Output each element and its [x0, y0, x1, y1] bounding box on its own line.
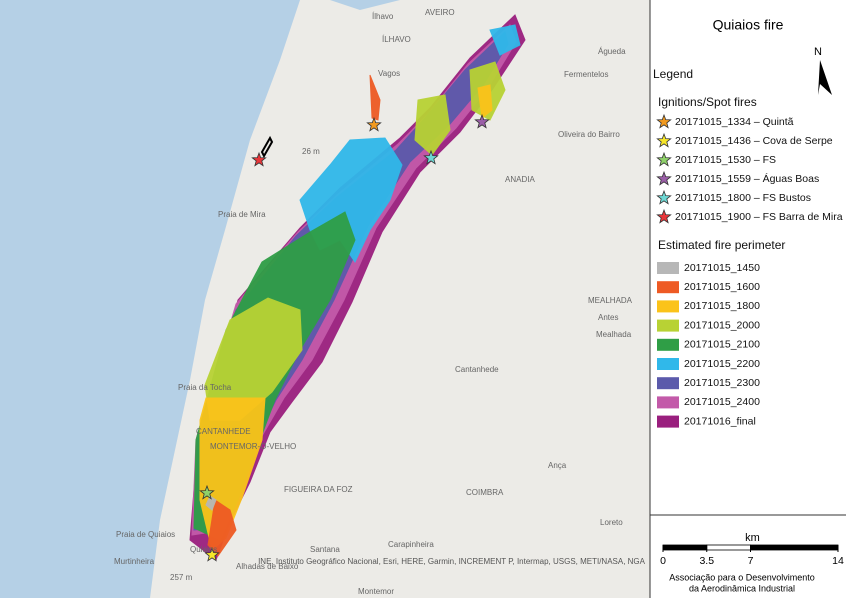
place-label: Quiaios: [190, 545, 217, 554]
north-label: N: [814, 46, 822, 58]
map-title: Quiaios fire: [713, 17, 784, 33]
scale-segment: [662, 544, 708, 551]
fire-perimeter: [414, 94, 451, 156]
fire-perimeter: [477, 84, 493, 119]
place-label: Praia da Tocha: [178, 383, 232, 392]
legend-label: 20171015_1800 – FS Bustos: [675, 192, 811, 204]
place-label: Carapinheira: [388, 540, 434, 549]
fire-perimeter: [369, 74, 381, 121]
ignition-star: [251, 151, 267, 167]
fire-perimeter: [489, 24, 521, 56]
legend-label: 20171015_1450: [684, 262, 760, 274]
place-label: ÍLHAVO: [382, 35, 411, 44]
legend-label: 20171015_1436 – Cova de Serpe: [675, 135, 833, 147]
legend-star: [656, 189, 672, 205]
place-label: Oliveira do Bairro: [558, 130, 620, 139]
north-arrow: [818, 60, 832, 95]
legend-swatch: [657, 281, 679, 294]
legend-label: 20171015_1900 – FS Barra de Mira: [675, 211, 843, 223]
scale-tick-label: 3.5: [699, 555, 714, 567]
legend-label: 20171015_2400: [684, 396, 760, 408]
legend-label: 20171015_2100: [684, 339, 760, 351]
legend-label: 20171015_1334 – Quintã: [675, 116, 794, 128]
legend-swatch: [657, 300, 679, 313]
legend-label: 20171015_1600: [684, 281, 760, 293]
place-label: Montemor: [358, 587, 394, 596]
attribution: INE, Instituto Geográfico Nacional, Esri…: [258, 557, 646, 566]
scale-tick-label: 14: [832, 555, 844, 567]
place-label: Fermentelos: [564, 70, 608, 79]
ignition-star: [199, 484, 215, 500]
legend-label: 20171015_1559 – Águas Boas: [675, 172, 819, 185]
legend-swatch: [657, 262, 679, 274]
legend-label: 20171015_2000: [684, 319, 760, 331]
credit-line: da Aerodinâmica Industrial: [689, 583, 795, 593]
legend-swatch: [657, 396, 679, 409]
place-label: 257 m: [170, 573, 193, 582]
place-label: Antes: [598, 313, 618, 322]
place-label: AVEIRO: [425, 8, 455, 17]
legend-label: 20171015_1530 – FS: [675, 154, 776, 166]
place-label: CANTANHEDE: [196, 427, 251, 436]
legend-label: 20171015_2200: [684, 358, 760, 370]
scale-unit: km: [745, 532, 760, 544]
scale-segment: [706, 544, 751, 551]
legend-label: 20171015_2300: [684, 377, 760, 389]
ignition-star: [474, 113, 490, 129]
place-label: Murtinheira: [114, 557, 155, 566]
place-label: Mealhada: [596, 330, 632, 339]
place-label: 26 m: [302, 147, 320, 156]
ignitions-title: Ignitions/Spot fires: [658, 95, 757, 109]
lagoon: [330, 0, 400, 10]
legend-swatch: [657, 358, 679, 370]
credit-line: Associação para o Desenvolvimento: [669, 572, 815, 582]
place-label: COIMBRA: [466, 488, 504, 497]
legend-swatch: [657, 319, 679, 332]
legend-star: [656, 170, 672, 186]
place-label: Ança: [548, 461, 567, 470]
perimeter-title: Estimated fire perimeter: [658, 238, 785, 252]
scale-tick-label: 7: [748, 555, 754, 567]
legend-star: [656, 113, 672, 129]
legend-star: [656, 208, 672, 224]
ocean: [0, 0, 300, 598]
legend-star: [656, 151, 672, 167]
place-label: Ílhavo: [372, 12, 394, 21]
legend-label: 20171016_final: [684, 415, 756, 427]
place-label: Praia de Quiaios: [116, 530, 175, 539]
place-label: Cantanhede: [455, 365, 499, 374]
place-label: MONTEMOR-O-VELHO: [210, 442, 296, 451]
legend-swatch: [657, 338, 679, 351]
ignition-star: [423, 149, 439, 165]
spot-fire-outline: [260, 135, 274, 159]
place-label: FIGUEIRA DA FOZ: [284, 485, 353, 494]
scale-tick-label: 0: [660, 555, 666, 567]
place-label: Alhadas de Baixo: [236, 562, 299, 571]
scale-segment: [750, 544, 839, 551]
legend-star: [656, 132, 672, 148]
place-label: MEALHADA: [588, 296, 633, 305]
legend-label: 20171015_1800: [684, 300, 760, 312]
place-label: Vagos: [378, 69, 400, 78]
fire-perimeter: [205, 495, 217, 511]
place-label: Santana: [310, 545, 340, 554]
place-label: Praia de Mira: [218, 210, 266, 219]
ignition-star: [366, 116, 382, 132]
place-label: ANADIA: [505, 175, 535, 184]
legend-swatch: [657, 377, 679, 390]
legend-swatch: [657, 415, 679, 428]
place-label: Águeda: [598, 47, 626, 56]
legend-title: Legend: [653, 67, 693, 81]
ignition-star: [204, 546, 220, 562]
place-label: Loreto: [600, 518, 623, 527]
